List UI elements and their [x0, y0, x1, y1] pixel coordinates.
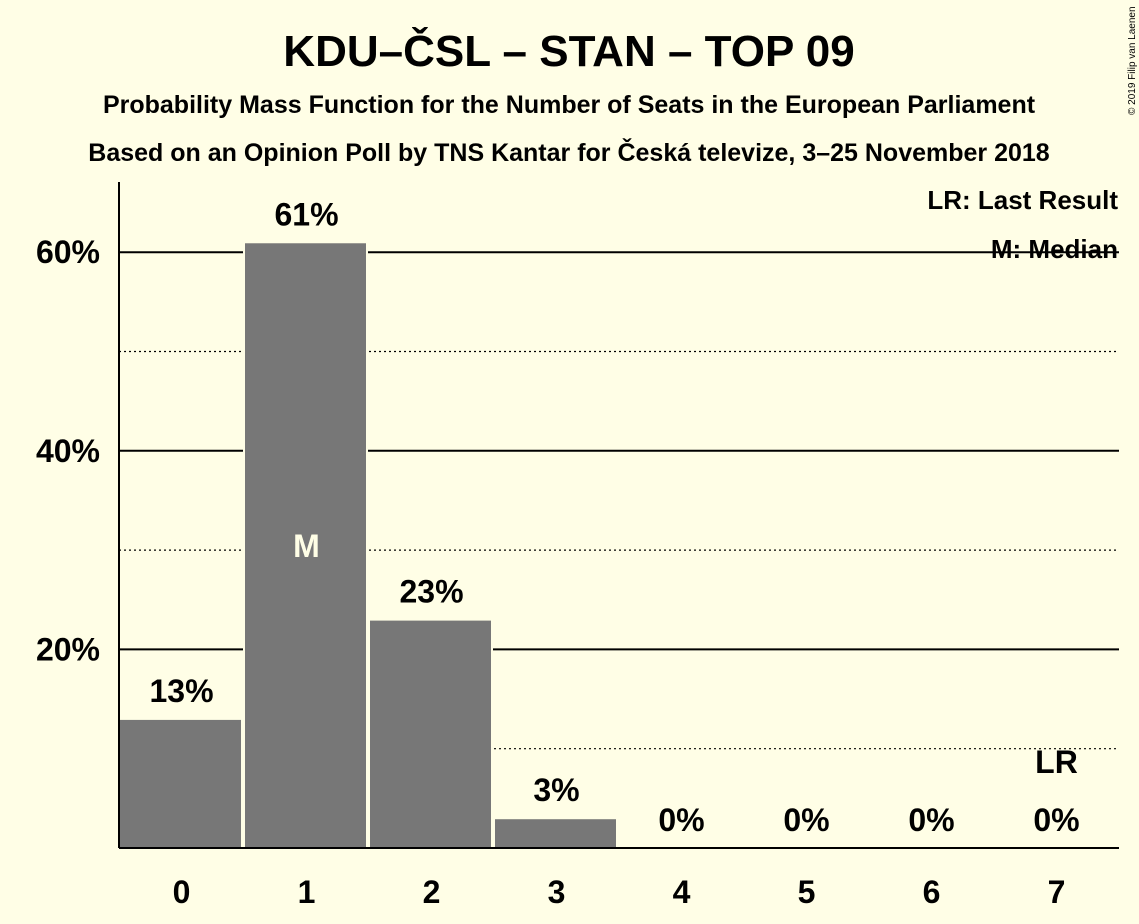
- median-marker: M: [293, 528, 320, 564]
- bars: [118, 241, 618, 850]
- x-tick-label: 4: [673, 874, 691, 910]
- chart-subtitle: Probability Mass Function for the Number…: [103, 91, 1036, 119]
- data-label: 0%: [658, 802, 704, 838]
- data-label: 23%: [399, 574, 463, 610]
- x-tick-label: 3: [548, 874, 566, 910]
- data-label: 61%: [274, 196, 338, 232]
- bar: [493, 817, 618, 850]
- last-result-marker: LR: [1035, 744, 1078, 780]
- legend-last-result: LR: Last Result: [927, 185, 1118, 215]
- x-tick-label: 5: [798, 874, 816, 910]
- chart-subtitle-poll: Based on an Opinion Poll by TNS Kantar f…: [88, 137, 1050, 167]
- x-tick-label: 1: [298, 874, 316, 910]
- bar: [243, 241, 368, 849]
- y-tick-label: 60%: [36, 234, 100, 270]
- data-label: 0%: [783, 802, 829, 838]
- data-label: 0%: [1033, 802, 1079, 838]
- bar: [118, 717, 243, 849]
- data-label: 3%: [533, 772, 579, 808]
- legend-median: M: Median: [991, 234, 1118, 264]
- x-tick-label: 2: [423, 874, 441, 910]
- y-tick-label: 40%: [36, 433, 100, 469]
- x-tick-label: 0: [173, 874, 191, 910]
- data-label: 0%: [908, 802, 954, 838]
- chart-title: KDU–ČSL – STAN – TOP 09: [283, 25, 854, 76]
- legend: LR: Last Result M: Median: [927, 185, 1118, 264]
- y-tick-label: 20%: [36, 631, 100, 667]
- x-tick-label: 6: [923, 874, 941, 910]
- bar: [368, 618, 493, 849]
- x-tick-label: 7: [1048, 874, 1066, 910]
- data-label: 13%: [149, 673, 213, 709]
- copyright-notice: © 2019 Filip van Laenen: [1127, 6, 1138, 115]
- axes: [118, 182, 1119, 849]
